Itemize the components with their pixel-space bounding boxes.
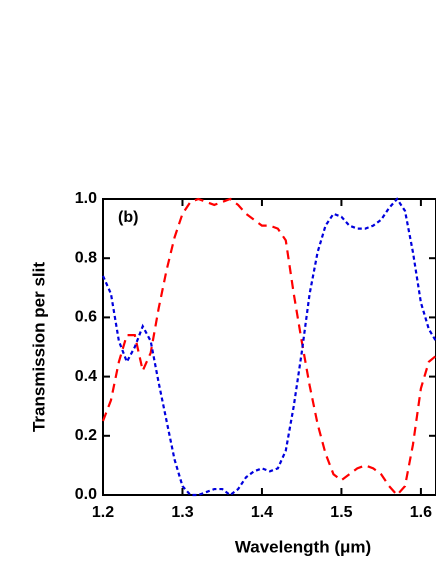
annotation: (b) bbox=[118, 209, 138, 226]
x-axis-label: Wavelength (μm) bbox=[235, 537, 371, 556]
y-tick-label: 0.0 bbox=[75, 486, 97, 503]
x-tick-label: 1.5 bbox=[330, 504, 352, 521]
y-tick-label: 0.4 bbox=[75, 368, 97, 385]
y-axis-label: Transmission per slit bbox=[29, 262, 48, 432]
x-tick-label: 1.6 bbox=[410, 504, 432, 521]
y-tick-label: 0.6 bbox=[75, 309, 97, 326]
y-tick-label: 0.2 bbox=[75, 427, 97, 444]
x-tick-label: 1.2 bbox=[92, 504, 114, 521]
x-tick-label: 1.4 bbox=[251, 504, 273, 521]
plot-frame bbox=[102, 198, 436, 496]
x-tick-label: 1.3 bbox=[171, 504, 193, 521]
y-tick-label: 0.8 bbox=[75, 249, 97, 266]
data-line bbox=[101, 197, 436, 497]
data-line bbox=[101, 197, 436, 497]
y-tick-label: 1.0 bbox=[75, 190, 97, 207]
